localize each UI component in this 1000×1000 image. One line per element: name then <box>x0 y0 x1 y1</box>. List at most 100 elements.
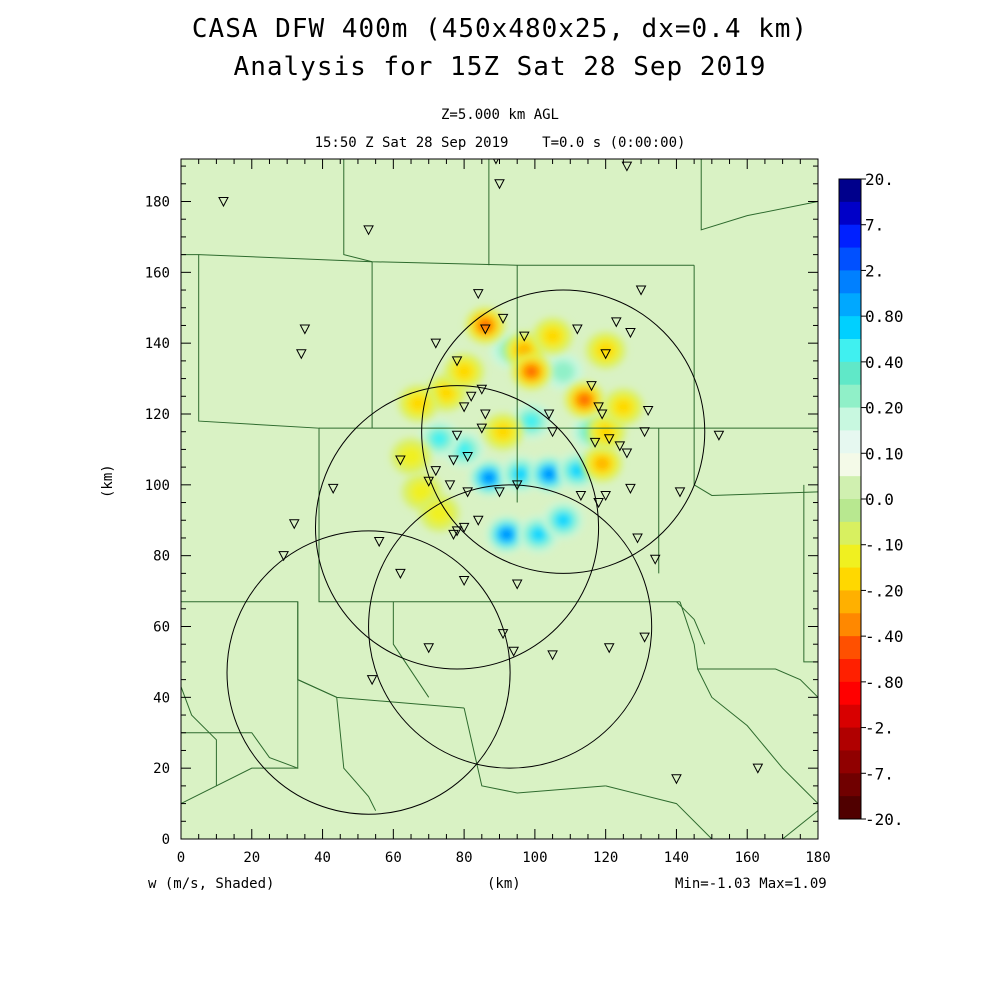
y-tick-label: 140 <box>145 336 170 352</box>
colorbar-swatch <box>839 201 861 226</box>
colorbar-swatch <box>839 430 861 454</box>
colorbar-label: -2. <box>865 719 894 738</box>
station-marker <box>363 225 374 236</box>
plot-area <box>181 159 818 839</box>
y-tick-label: 20 <box>153 761 170 777</box>
chart-subtitle: Analysis for 15Z Sat 28 Sep 2019 <box>233 52 767 82</box>
station-marker <box>642 405 654 417</box>
station-marker <box>480 324 491 335</box>
station-marker <box>621 448 633 459</box>
radar-ring <box>314 385 600 670</box>
colorbar-label: 2. <box>865 261 884 280</box>
x-tick-label: 0 <box>177 850 185 866</box>
w-feature-up <box>557 452 597 489</box>
station-marker <box>639 427 650 438</box>
w-feature-down <box>603 388 643 425</box>
colorbar-swatch <box>839 521 861 546</box>
w-feature-up <box>543 353 583 390</box>
station-marker <box>518 331 530 342</box>
colorbar-label: 0.40 <box>865 353 904 372</box>
colorbar-label: -.40 <box>865 627 904 646</box>
station-marker <box>476 384 488 395</box>
station-marker <box>451 526 463 537</box>
station-marker <box>327 483 339 494</box>
y-tick-label: 100 <box>145 478 170 494</box>
colorbar-label: 0.80 <box>865 307 904 326</box>
station-marker <box>639 632 650 643</box>
colorbar-swatch <box>839 224 861 249</box>
county-boundaries <box>181 159 818 839</box>
colorbar-swatch <box>839 361 861 386</box>
station-marker <box>430 466 442 477</box>
x-tick-label: 100 <box>522 850 547 866</box>
station-marker <box>423 643 435 654</box>
station-marker <box>572 324 583 335</box>
station-marker <box>458 575 470 587</box>
colorbar-swatch <box>839 179 861 203</box>
y-tick-label: 120 <box>145 407 170 423</box>
variable-label: w (m/s, Shaded) <box>148 876 275 892</box>
w-feature-down <box>444 353 484 390</box>
x-axis: 0 20 40 60 80 100 120 140 160 180 <box>177 159 831 866</box>
w-feature-down <box>582 445 622 482</box>
station-marker <box>671 774 682 785</box>
w-feature-down <box>533 318 573 355</box>
station-marker <box>593 402 604 413</box>
y-axis: 0 20 40 60 80 100 120 140 160 180 <box>145 165 818 848</box>
colorbar-label: 0.20 <box>865 399 904 418</box>
station-marker <box>497 313 509 324</box>
station-marker <box>575 490 587 502</box>
station-marker <box>458 402 470 413</box>
station-marker <box>451 430 463 441</box>
radar-ring <box>368 484 653 769</box>
w-feature-down <box>511 353 551 390</box>
colorbar-swatch <box>839 773 861 797</box>
y-tick-label: 0 <box>162 832 170 848</box>
boundary-line <box>693 428 818 496</box>
colorbar-label: -20. <box>865 810 904 829</box>
station-marker <box>476 423 488 434</box>
colorbar-swatch <box>839 476 861 500</box>
colorbar-swatch <box>839 750 861 774</box>
colorbar-label: -.10 <box>865 536 904 555</box>
w-feature-down <box>483 413 523 450</box>
w-feature-up <box>529 456 569 493</box>
boundary-line <box>700 159 818 231</box>
boundary-line <box>181 767 298 805</box>
station-marker <box>366 675 378 686</box>
radar-ring <box>226 530 511 815</box>
colorbar: 20. 7. 2. 0.80 0.40 0.20 0.10 0.0 -.10 -.20 -.40 -.… <box>838 170 904 829</box>
x-tick-label: 160 <box>735 850 760 866</box>
station-marker <box>462 487 473 498</box>
station-marker <box>295 349 307 360</box>
boundary-line <box>676 601 706 645</box>
station-marker <box>465 391 477 402</box>
colorbar-label: 20. <box>865 170 894 189</box>
station-markers <box>218 159 764 785</box>
colorbar-swatch <box>839 499 861 523</box>
station-marker <box>600 349 611 360</box>
station-marker <box>462 452 473 463</box>
boundary-line <box>697 668 818 804</box>
station-marker <box>625 328 636 339</box>
station-marker <box>423 476 435 487</box>
colorbar-swatch <box>839 270 861 294</box>
station-marker <box>589 437 601 448</box>
colorbar-swatch <box>839 339 861 363</box>
station-marker <box>373 537 385 548</box>
station-marker <box>632 533 643 544</box>
boundary-line <box>297 679 465 709</box>
station-marker <box>288 519 300 530</box>
w-feature-up <box>487 516 527 553</box>
colorbar-swatch <box>839 384 861 409</box>
x-tick-label: 40 <box>314 850 331 866</box>
boundary-line <box>336 697 377 811</box>
station-marker <box>621 161 633 172</box>
station-marker <box>674 487 686 498</box>
x-tick-label: 120 <box>593 850 618 866</box>
station-marker <box>448 529 459 540</box>
station-marker <box>494 179 505 190</box>
station-marker <box>299 324 311 335</box>
min-max-label: Min=-1.03 Max=1.09 <box>675 876 827 892</box>
boundary-line <box>198 254 373 263</box>
